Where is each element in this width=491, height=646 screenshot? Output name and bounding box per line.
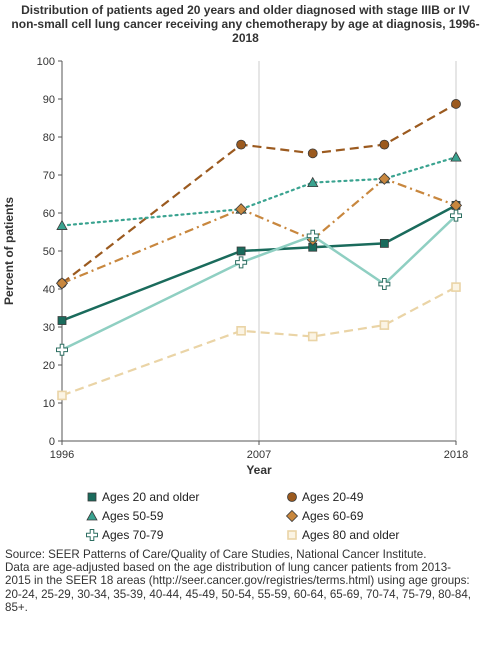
legend-marker [86, 510, 98, 521]
series-point [451, 99, 461, 109]
y-tick-label: 100 [37, 56, 55, 68]
source-line: 85+. [5, 600, 28, 614]
legend-label: Ages 20 and older [102, 490, 199, 504]
legend-marker [86, 529, 98, 541]
legend-marker [87, 492, 97, 502]
series-point [236, 325, 246, 336]
series-point [55, 277, 69, 290]
source-note: Source: SEER Patterns of Care/Quality of… [5, 548, 487, 614]
source-line: 2015 in the SEER 18 areas (http://seer.c… [5, 574, 470, 588]
series-point [56, 219, 68, 230]
legend: Ages 20 and older Ages 20-49 Ages 50-59 Age… [86, 490, 399, 542]
legend-label: Ages 50-59 [102, 509, 164, 523]
series-point [379, 238, 389, 248]
series-point [451, 282, 461, 292]
chart-title-line: 2018 [232, 31, 259, 45]
legend-label: Ages 70-79 [102, 528, 164, 542]
y-tick-label: 40 [43, 284, 55, 296]
legend-label: Ages 80 and older [302, 528, 399, 542]
series-layer [55, 99, 463, 401]
source-line: Data are age-adjusted based on the age d… [5, 561, 452, 575]
series-point [235, 203, 248, 216]
legend-label: Ages 60-69 [302, 509, 364, 523]
series-point [306, 229, 319, 242]
y-tick-label: 80 [43, 132, 55, 144]
chart-title-line: Distribution of patients aged 20 years a… [21, 3, 470, 17]
x-axis-label: Year [246, 463, 272, 477]
y-tick-label: 10 [43, 398, 55, 410]
series-point [235, 256, 248, 269]
series-point [236, 139, 246, 150]
series-point [236, 246, 246, 256]
series-point [307, 176, 319, 188]
series-group [57, 282, 461, 401]
source-line: Source: SEER Patterns of Care/Quality of… [5, 548, 427, 561]
chart-title-line: non-small cell lung cancer receiving any… [11, 17, 480, 31]
y-tick-label: 90 [43, 94, 55, 106]
x-tick-label: 2018 [444, 449, 468, 461]
series-line [61, 286, 457, 397]
y-ticks: 0 10 20 30 40 50 60 70 80 90 100 [37, 56, 62, 448]
x-ticks: 1996 2007 2018 [50, 441, 468, 461]
series-point [450, 151, 462, 162]
series-point [378, 172, 391, 185]
legend-marker [285, 509, 299, 523]
series-point [378, 278, 391, 291]
series-point [307, 331, 318, 342]
y-axis-label: Percent of patients [2, 197, 16, 305]
series-point [56, 343, 68, 356]
series-point [379, 139, 390, 150]
y-tick-label: 70 [43, 170, 55, 182]
x-tick-label: 2007 [247, 449, 271, 461]
legend-marker [287, 530, 297, 540]
y-tick-label: 0 [49, 436, 55, 448]
y-tick-label: 30 [43, 322, 55, 334]
series-point [57, 316, 67, 325]
source-line: 20-24, 25-29, 30-34, 35-39, 40-44, 45-49… [5, 587, 472, 601]
series-group [57, 99, 461, 289]
chart-title: Distribution of patients aged 20 years a… [0, 3, 491, 45]
y-tick-label: 60 [43, 208, 55, 220]
series-line [60, 156, 458, 227]
series-point [307, 148, 318, 159]
legend-marker [287, 492, 297, 502]
series-group [57, 200, 461, 325]
series-group [56, 209, 462, 356]
x-tick-label: 1996 [50, 449, 74, 461]
y-tick-label: 50 [43, 246, 55, 258]
series-point [379, 320, 390, 330]
y-tick-label: 20 [43, 360, 55, 372]
series-point [450, 209, 462, 222]
line-chart: 0 10 20 30 40 50 60 70 80 90 100 1996 2007 2018 Year… [2, 56, 468, 542]
series-point [57, 390, 67, 401]
legend-label: Ages 20-49 [302, 490, 364, 504]
